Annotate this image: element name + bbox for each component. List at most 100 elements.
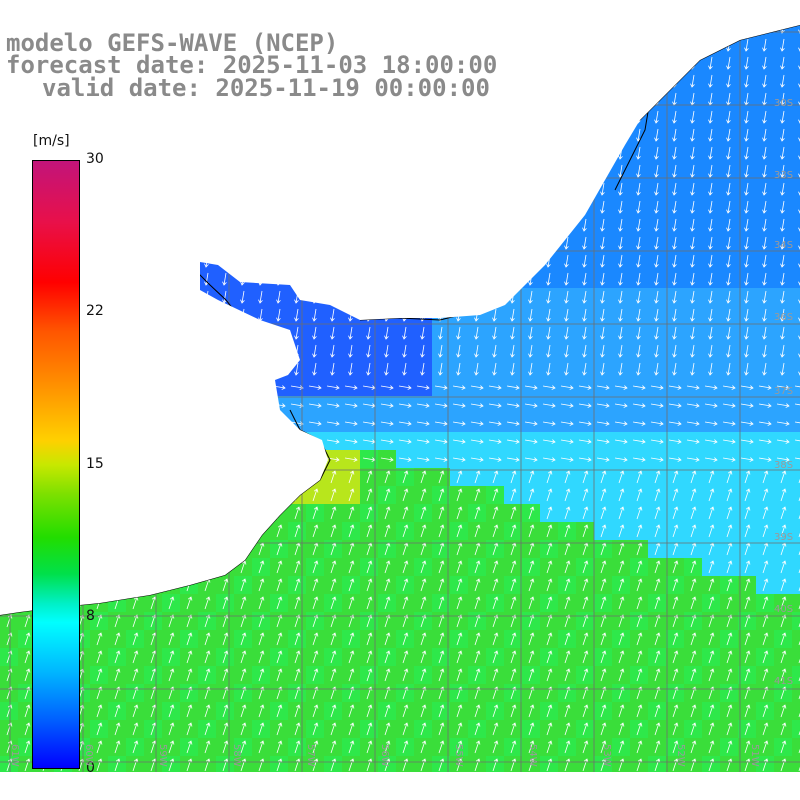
wind-arrow	[546, 506, 553, 520]
wind-arrow	[510, 668, 517, 682]
wind-arrow	[348, 704, 355, 718]
colorbar-unit: [m/s]	[33, 133, 70, 149]
wind-arrow	[528, 524, 535, 538]
wind-arrow	[510, 758, 517, 772]
wind-arrow	[668, 421, 682, 426]
wind-arrow	[690, 506, 697, 520]
wind-arrow	[474, 524, 481, 538]
wind-arrow	[492, 362, 497, 376]
wind-arrow	[744, 650, 751, 664]
wind-arrow	[398, 439, 412, 444]
wind-arrow	[348, 560, 355, 574]
wind-arrow	[366, 488, 373, 502]
wind-arrow	[726, 200, 731, 214]
wind-arrow	[704, 421, 718, 426]
lon-label: 59W	[157, 744, 168, 767]
wind-arrow	[708, 524, 715, 538]
wind-arrow	[794, 385, 800, 388]
wind-arrow	[636, 128, 641, 142]
wind-arrow	[366, 704, 373, 718]
wind-arrow	[312, 560, 319, 574]
wind-arrow	[564, 488, 571, 502]
wind-arrow	[186, 722, 193, 736]
wind-arrow	[600, 362, 605, 376]
wind-arrow	[744, 236, 749, 250]
wind-arrow	[582, 290, 587, 304]
wind-arrow	[798, 299, 800, 304]
wind-arrow	[222, 596, 229, 610]
wind-arrow	[24, 650, 31, 664]
wind-arrow	[186, 704, 193, 718]
wind-arrow	[582, 272, 587, 286]
wind-arrow	[708, 236, 713, 250]
wind-arrow	[564, 470, 571, 484]
wind-arrow	[420, 344, 425, 358]
wind-arrow	[600, 236, 605, 250]
wind-arrow	[564, 614, 571, 628]
wind-arrow	[744, 164, 749, 178]
wind-arrow	[294, 668, 301, 682]
wind-arrow	[744, 578, 751, 592]
wind-speed-colorbar	[32, 160, 80, 769]
wind-arrow	[690, 308, 695, 322]
valid-date: valid date: 2025-11-19 00:00:00	[42, 74, 490, 102]
wind-arrow	[492, 506, 499, 520]
wind-arrow	[380, 403, 394, 408]
wind-arrow	[546, 362, 551, 376]
wind-arrow	[542, 457, 556, 462]
wind-arrow	[402, 344, 407, 358]
wind-arrow	[186, 650, 193, 664]
wind-arrow	[780, 74, 785, 88]
wind-arrow	[600, 272, 605, 286]
wind-arrow	[758, 457, 772, 462]
wind-arrow	[330, 578, 337, 592]
colorbar-tick-0: 0	[86, 760, 95, 776]
wind-arrow	[456, 650, 463, 664]
wind-arrow	[384, 560, 391, 574]
land-mask	[0, 0, 800, 615]
wind-arrow	[762, 506, 769, 520]
wind-arrow	[708, 560, 715, 574]
wind-arrow	[708, 362, 713, 376]
wind-arrow	[222, 704, 229, 718]
wind-arrow	[780, 668, 787, 682]
wind-arrow	[492, 524, 499, 538]
wind-arrow	[636, 524, 643, 538]
wind-arrow	[780, 524, 787, 538]
wind-arrow	[312, 722, 319, 736]
wind-arrow	[420, 506, 427, 520]
wind-arrow	[578, 457, 592, 462]
wind-arrow	[798, 245, 800, 250]
wind-arrow	[510, 704, 517, 718]
wind-arrow	[330, 506, 337, 520]
wind-arrow	[600, 668, 607, 682]
wind-arrow	[798, 119, 800, 124]
wind-arrow	[578, 421, 592, 426]
wind-arrow	[366, 344, 371, 358]
wind-arrow	[312, 668, 319, 682]
wind-arrow	[708, 128, 713, 142]
wind-arrow	[348, 758, 355, 772]
wind-arrow	[276, 668, 283, 682]
wind-arrow	[600, 632, 607, 646]
wind-arrow	[506, 439, 520, 444]
wind-arrow	[744, 74, 749, 88]
lon-label: 53W	[601, 744, 612, 767]
wind-arrow	[258, 290, 263, 304]
wind-arrow	[456, 470, 463, 484]
wind-arrow	[726, 290, 731, 304]
wind-arrow	[672, 164, 677, 178]
wind-arrow	[798, 155, 800, 160]
wind-arrow	[726, 362, 731, 376]
wind-arrow	[326, 403, 340, 408]
wind-arrow	[690, 560, 697, 574]
wind-arrow	[726, 578, 733, 592]
lat-label: 41S	[774, 676, 794, 687]
wind-arrow	[578, 385, 592, 390]
wind-arrow	[618, 704, 625, 718]
wind-arrow	[564, 524, 571, 538]
wind-arrow	[618, 308, 623, 322]
wind-arrow	[690, 218, 695, 232]
wind-arrow	[132, 650, 139, 664]
wind-arrow	[168, 758, 175, 772]
